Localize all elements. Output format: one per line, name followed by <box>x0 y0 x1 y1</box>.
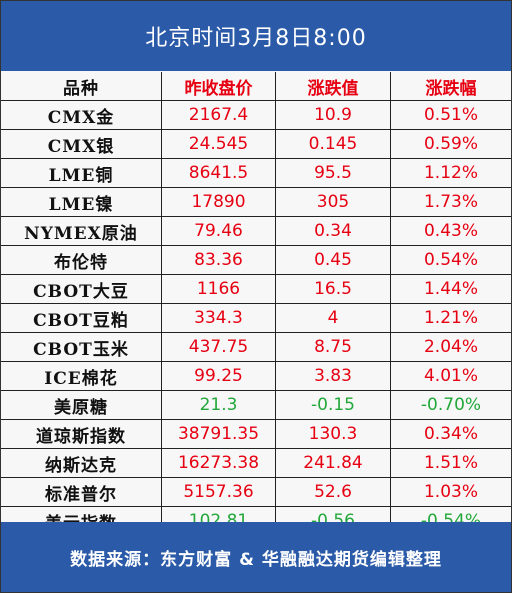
item-name: NYMEX原油 <box>1 217 162 245</box>
item-name: CBOT玉米 <box>1 333 162 361</box>
value-cell: -0.15 <box>276 391 391 419</box>
item-name: 纳斯达克 <box>1 449 162 477</box>
value-cell: 0.45 <box>276 246 391 274</box>
value-cell: 83.36 <box>162 246 276 274</box>
value-cell: 3.83 <box>276 362 391 390</box>
value-cell: -0.70% <box>420 395 482 415</box>
value-cell: 1.44% <box>423 279 478 299</box>
value-cell: 1.73% <box>423 192 478 212</box>
value-cell: 1.21% <box>423 308 478 328</box>
item-name: 标准普尔 <box>1 478 162 506</box>
table-row: CBOT玉米 437.75 8.75 2.04% <box>1 333 511 362</box>
value-cell: 24.545 <box>162 130 276 158</box>
value-cell: 95.5 <box>276 159 391 187</box>
item-name: 美原糖 <box>1 391 162 419</box>
value-cell: 2.04% <box>423 337 478 357</box>
table-row: 布伦特 83.36 0.45 0.54% <box>1 246 511 275</box>
value-cell: 0.54% <box>423 250 478 270</box>
value-cell: 0.34% <box>423 424 478 444</box>
table-row: CBOT大豆 1166 16.5 1.44% <box>1 275 511 304</box>
value-cell: 305 <box>276 188 391 216</box>
value-cell: 4.01% <box>423 366 478 386</box>
value-cell: 0.59% <box>423 134 478 154</box>
item-name: 道琼斯指数 <box>1 420 162 448</box>
table-row: LME镍 17890 305 1.73% <box>1 188 511 217</box>
value-cell: 1166 <box>162 275 276 303</box>
table-row: CMX银 24.545 0.145 0.59% <box>1 130 511 159</box>
item-name: CMX金 <box>1 101 162 129</box>
item-name: LME镍 <box>1 188 162 216</box>
value-cell: 0.51% <box>423 105 478 125</box>
table-row: CMX金 2167.4 10.9 0.51% <box>1 101 511 130</box>
value-cell: 16.5 <box>276 275 391 303</box>
value-cell: 1.03% <box>423 482 478 502</box>
item-name: LME铜 <box>1 159 162 187</box>
value-cell: 0.43% <box>423 221 478 241</box>
item-name: ICE棉花 <box>1 362 162 390</box>
table-row: 标准普尔 5157.36 52.6 1.03% <box>1 478 511 507</box>
value-cell: 38791.35 <box>162 420 276 448</box>
value-cell: 334.3 <box>162 304 276 332</box>
value-cell: 52.6 <box>276 478 391 506</box>
title: 北京时间3月8日8:00 <box>1 1 511 71</box>
value-cell: 437.75 <box>162 333 276 361</box>
value-cell: 1.12% <box>423 163 478 183</box>
item-name: 布伦特 <box>1 246 162 274</box>
value-cell: 4 <box>276 304 391 332</box>
value-cell: 241.84 <box>276 449 391 477</box>
value-cell: 10.9 <box>276 101 391 129</box>
value-cell: 5157.36 <box>162 478 276 506</box>
value-cell: 16273.38 <box>162 449 276 477</box>
item-name: CBOT大豆 <box>1 275 162 303</box>
column-header: 涨跌幅 <box>425 78 477 99</box>
column-header: 昨收盘价 <box>162 72 276 100</box>
table-row: LME铜 8641.5 95.5 1.12% <box>1 159 511 188</box>
table-row: CBOT豆粕 334.3 4 1.21% <box>1 304 511 333</box>
column-header: 涨跌值 <box>276 72 391 100</box>
item-name: CMX银 <box>1 130 162 158</box>
value-cell: 8.75 <box>276 333 391 361</box>
value-cell: 0.34 <box>276 217 391 245</box>
value-cell: 0.145 <box>276 130 391 158</box>
item-name: CBOT豆粕 <box>1 304 162 332</box>
header-row: 品种 昨收盘价 涨跌值 涨跌幅 <box>1 72 511 101</box>
value-cell: 8641.5 <box>162 159 276 187</box>
value-cell: 17890 <box>162 188 276 216</box>
column-header: 品种 <box>1 72 162 100</box>
value-cell: 79.46 <box>162 217 276 245</box>
value-cell: 130.3 <box>276 420 391 448</box>
table-row: ICE棉花 99.25 3.83 4.01% <box>1 362 511 391</box>
value-cell: 99.25 <box>162 362 276 390</box>
value-cell: 1.51% <box>423 453 478 473</box>
table-row: 道琼斯指数 38791.35 130.3 0.34% <box>1 420 511 449</box>
footer: 数据来源：东方财富 & 华融融达期货编辑整理 <box>1 522 511 592</box>
table-row: NYMEX原油 79.46 0.34 0.43% <box>1 217 511 246</box>
table-row: 美原糖 21.3 -0.15 -0.70% <box>1 391 511 420</box>
table: 品种 昨收盘价 涨跌值 涨跌幅 CMX金 2167.4 10.9 0.51% CMX银 24.54… <box>1 72 511 535</box>
table-row: 纳斯达克 16273.38 241.84 1.51% <box>1 449 511 478</box>
value-cell: 21.3 <box>162 391 276 419</box>
value-cell: 2167.4 <box>162 101 276 129</box>
